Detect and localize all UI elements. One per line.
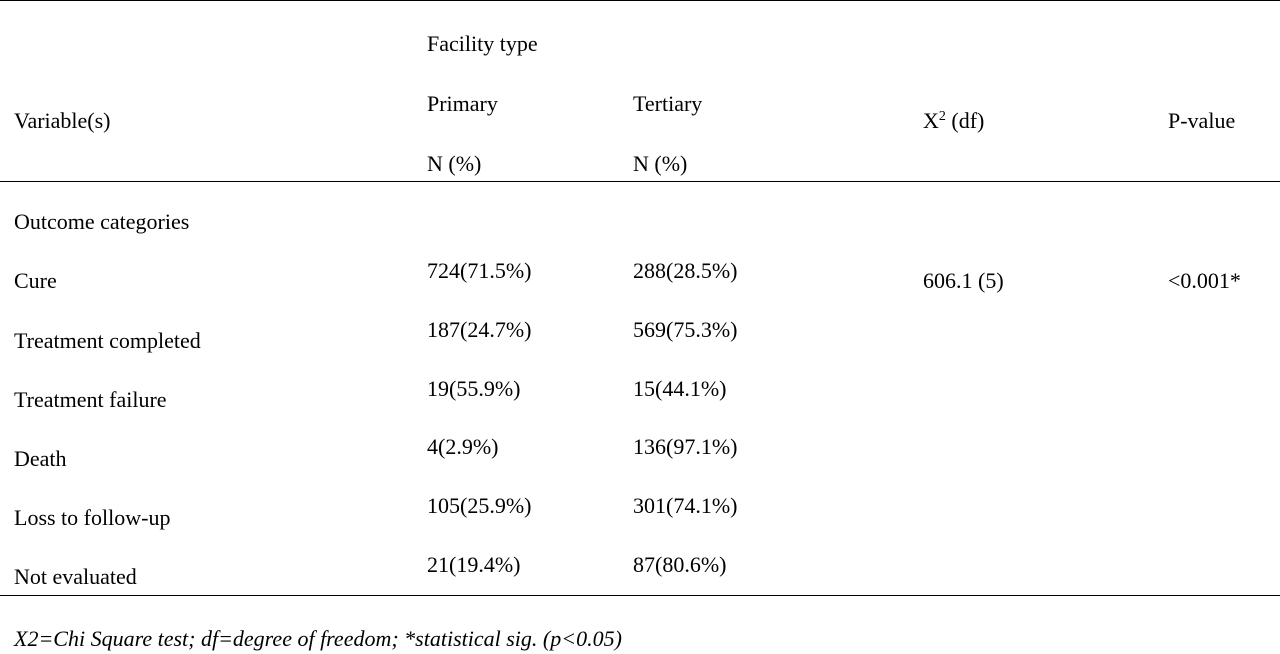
row-label: Not evaluated: [14, 564, 137, 589]
header-primary-unit: N (%): [427, 151, 482, 176]
row-primary: 724(71.5%): [427, 258, 532, 283]
header-variable: Variable(s): [14, 108, 111, 133]
row-label: Treatment completed: [14, 328, 201, 353]
header-chi-square-base: X: [923, 108, 939, 133]
row-tertiary: 569(75.3%): [633, 317, 738, 342]
row-tertiary: 136(97.1%): [633, 434, 738, 459]
row-primary: 4(2.9%): [427, 434, 499, 459]
header-rule: [0, 181, 1280, 182]
row-tertiary: 87(80.6%): [633, 552, 727, 577]
row-label: Death: [14, 446, 67, 471]
row-tertiary: 301(74.1%): [633, 493, 738, 518]
row-label: Treatment failure: [14, 387, 167, 412]
table-footnote: X2=Chi Square test; df=degree of freedom…: [14, 626, 622, 651]
row-primary: 19(55.9%): [427, 376, 521, 401]
header-chi-square-rest: (df): [945, 108, 985, 133]
bottom-rule: [0, 595, 1280, 596]
row-label: Cure: [14, 268, 57, 293]
header-chi-square: X2 (df): [923, 110, 984, 132]
top-rule: [0, 0, 1280, 1]
row-primary: 21(19.4%): [427, 552, 521, 577]
row-label: Loss to follow-up: [14, 505, 171, 530]
header-chi-square-sup: 2: [938, 109, 946, 124]
header-tertiary-unit: N (%): [633, 151, 688, 176]
header-primary: Primary: [427, 91, 498, 116]
header-pvalue: P-value: [1168, 108, 1236, 133]
row-primary: 187(24.7%): [427, 317, 532, 342]
row-tertiary: 15(44.1%): [633, 376, 727, 401]
row-tertiary: 288(28.5%): [633, 258, 738, 283]
row-primary: 105(25.9%): [427, 493, 532, 518]
header-tertiary: Tertiary: [633, 91, 703, 116]
header-facility-type: Facility type: [427, 31, 538, 56]
pvalue-value: <0.001*: [1168, 268, 1241, 293]
chi-square-value: 606.1 (5): [923, 268, 1004, 293]
section-label: Outcome categories: [14, 209, 190, 234]
